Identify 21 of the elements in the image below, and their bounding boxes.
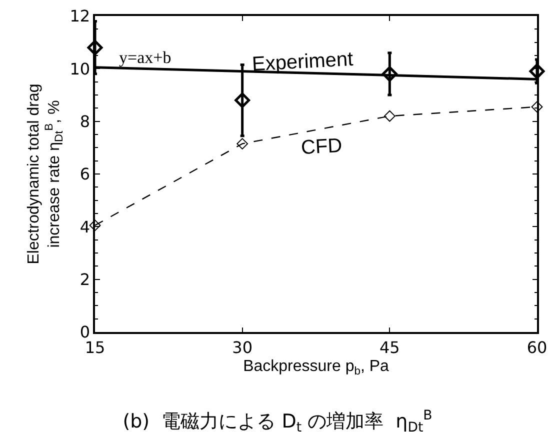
point [529,64,545,80]
x-axis-title: Backpressure p$_{b}$, Pa [243,358,390,378]
y-tick-label: 6 [80,164,90,184]
point [89,220,101,232]
annotation: Experiment [252,48,354,76]
annotation: CFD [300,134,343,160]
point [87,40,103,56]
y-tick-label: 8 [80,112,90,131]
y-tick-label: 2 [80,270,90,289]
y-tick-label: 10 [70,59,90,78]
point [382,66,398,82]
annotation: y=ax+b [119,48,172,67]
point [236,138,248,150]
point [384,110,396,122]
y-tick-label: 4 [80,217,90,236]
x-tick-label: 30 [232,338,253,357]
point [531,101,543,113]
x-tick-label: 45 [379,338,400,357]
point [234,92,250,108]
x-tick-label: 60 [526,338,548,357]
y-tick-label: 12 [70,6,90,26]
